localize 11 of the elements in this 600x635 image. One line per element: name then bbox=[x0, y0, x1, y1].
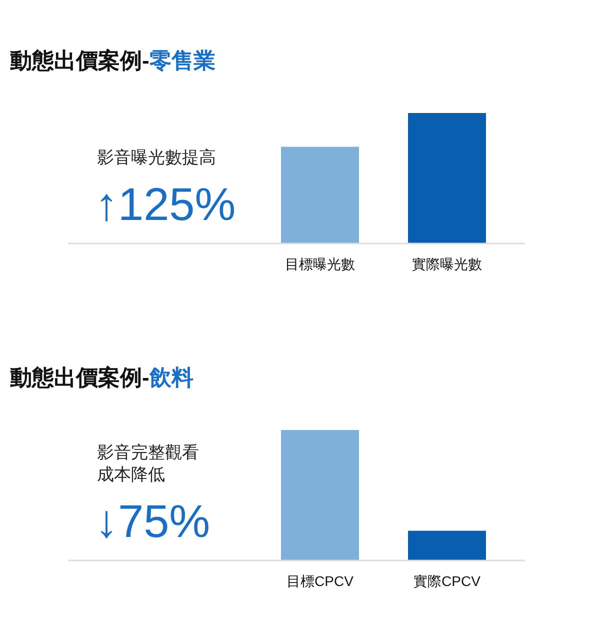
chart-title: 動態出價案例-飲料 bbox=[9, 365, 194, 390]
x-tick-label: 實際曝光數 bbox=[412, 256, 482, 272]
chart-title: 動態出價案例-零售業 bbox=[9, 48, 216, 73]
x-tick-label: 目標CPCV bbox=[286, 573, 354, 589]
text: 影音完整觀看 bbox=[97, 443, 199, 462]
text: 影音曝光數提高 bbox=[97, 148, 216, 167]
text: ↓75% bbox=[95, 495, 210, 547]
x-tick-label: 目標曝光數 bbox=[285, 256, 355, 272]
text: 成本降低 bbox=[97, 465, 165, 484]
x-tick-label: 實際CPCV bbox=[414, 573, 482, 589]
text: ↑125% bbox=[95, 178, 236, 230]
